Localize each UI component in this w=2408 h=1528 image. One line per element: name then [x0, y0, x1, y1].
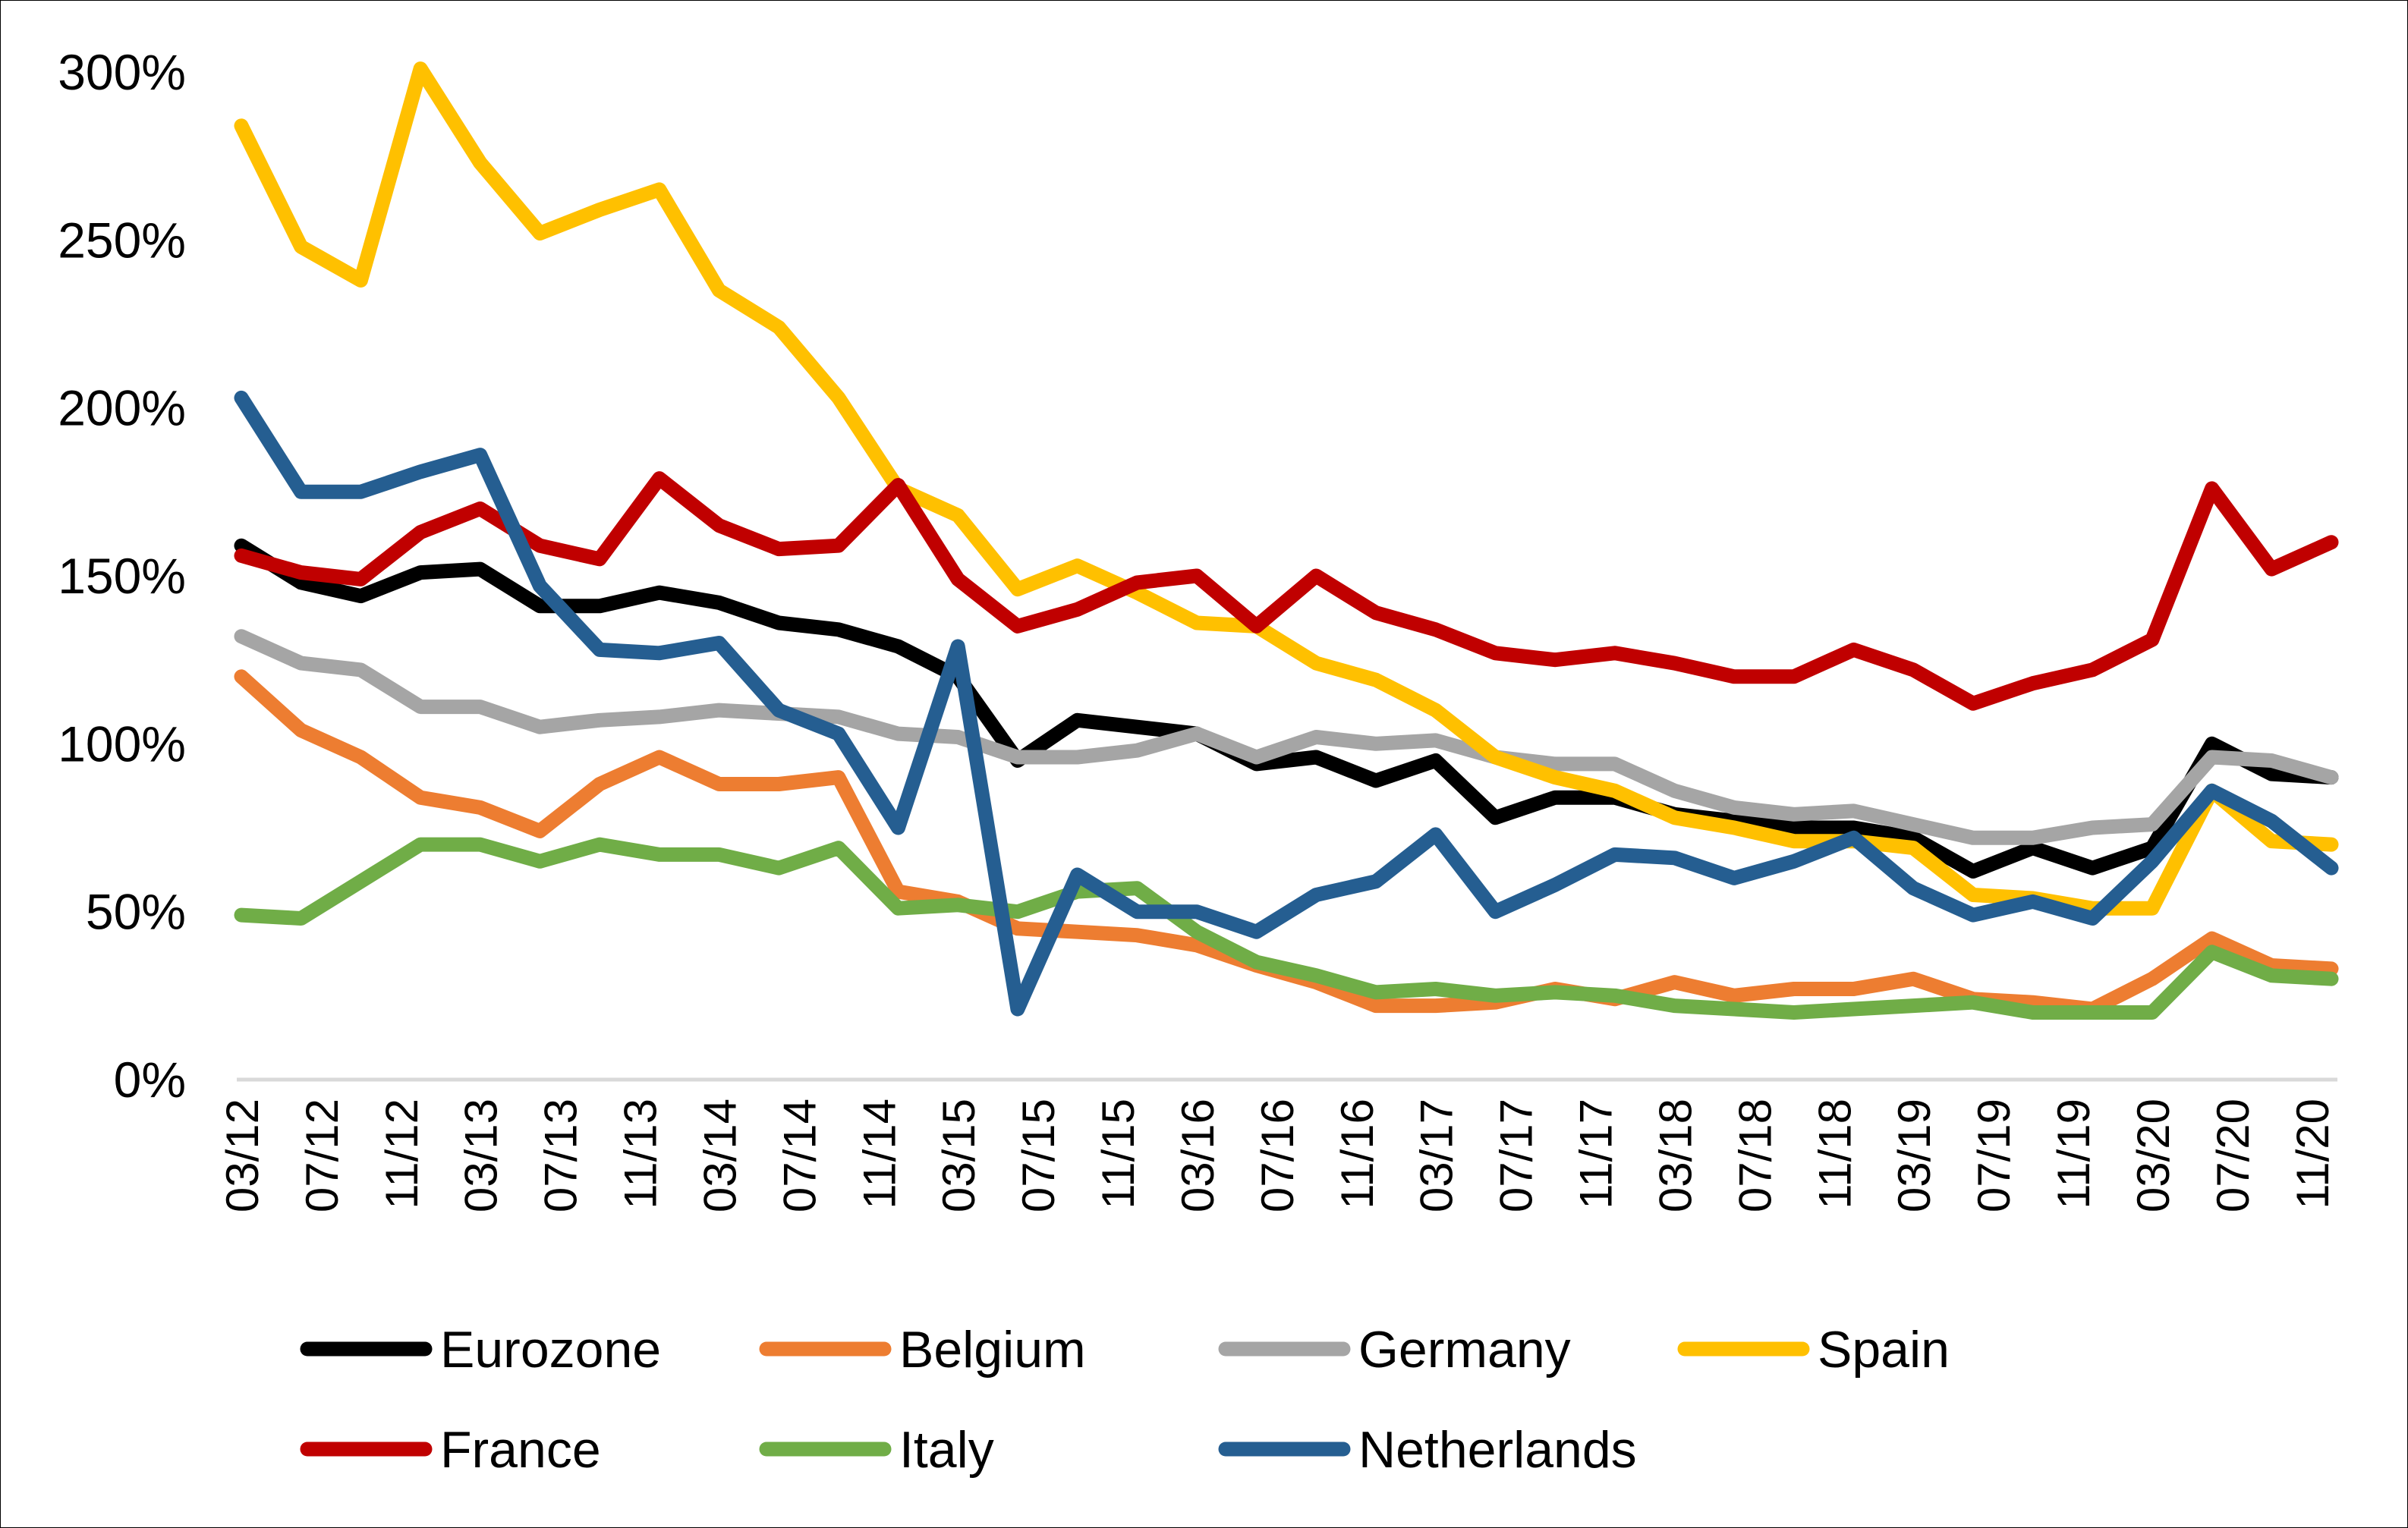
x-tick-label: 07/16	[1252, 1099, 1303, 1212]
y-axis: 0% 50% 100% 150% 200% 250% 300%	[58, 44, 186, 1108]
legend-item-eurozone: Eurozone	[300, 1321, 661, 1379]
series-layer	[234, 61, 2339, 1020]
x-tick-label: 07/19	[1969, 1099, 2019, 1212]
y-tick-label: 300%	[58, 44, 186, 100]
x-tick-label: 03/13	[456, 1099, 507, 1212]
x-tick-label: 07/12	[297, 1099, 348, 1212]
x-tick-label: 07/13	[536, 1099, 587, 1212]
legend-item-italy: Italy	[759, 1421, 994, 1479]
x-tick-label: 11/12	[376, 1099, 427, 1209]
x-tick-label: 11/17	[1571, 1099, 1622, 1209]
x-tick-label: 11/14	[854, 1099, 905, 1209]
series-line-spain	[234, 61, 2339, 916]
legend-label: Germany	[1358, 1321, 1571, 1379]
series-line-eurozone	[234, 538, 2339, 879]
x-tick-label: 03/14	[694, 1099, 745, 1212]
legend-label: Belgium	[899, 1321, 1086, 1379]
legend-label: Eurozone	[440, 1321, 661, 1379]
legend-item-belgium: Belgium	[759, 1321, 1086, 1379]
y-tick-label: 50%	[86, 884, 186, 940]
x-tick-label: 11/20	[2287, 1099, 2338, 1209]
series-line-germany	[234, 629, 2339, 845]
x-tick-label: 07/20	[2208, 1099, 2258, 1212]
legend-label: Spain	[1818, 1321, 1950, 1379]
x-tick-label: 03/17	[1412, 1099, 1462, 1212]
series-line-italy	[234, 837, 2339, 1020]
y-tick-label: 200%	[58, 380, 186, 436]
x-tick-label: 11/16	[1332, 1099, 1383, 1209]
x-tick-label: 03/19	[1889, 1099, 1940, 1212]
legend-label: Italy	[899, 1421, 994, 1479]
y-tick-label: 100%	[58, 715, 186, 772]
legend-label: France	[440, 1421, 601, 1479]
legend-item-spain: Spain	[1677, 1321, 1950, 1379]
x-tick-label: 07/18	[1730, 1099, 1780, 1212]
legend-item-netherlands: Netherlands	[1218, 1421, 1637, 1479]
x-tick-label: 03/16	[1173, 1099, 1223, 1212]
x-tick-label: 11/18	[1809, 1099, 1860, 1209]
series-line-france	[234, 471, 2339, 711]
x-tick-label: 07/17	[1491, 1099, 1542, 1212]
legend-item-germany: Germany	[1218, 1321, 1571, 1379]
x-tick-label: 11/15	[1093, 1099, 1144, 1209]
y-tick-label: 0%	[114, 1052, 186, 1108]
x-axis: 03/12 07/12 11/12 03/13 07/13 11/13 03/14 07/14…	[217, 1099, 2338, 1212]
legend-item-france: France	[300, 1421, 601, 1479]
x-tick-label: 03/12	[217, 1099, 268, 1212]
x-tick-label: 11/13	[615, 1099, 666, 1209]
legend-label: Netherlands	[1358, 1421, 1637, 1479]
x-tick-label: 11/19	[2048, 1099, 2099, 1209]
x-tick-label: 03/18	[1650, 1099, 1701, 1212]
legend: Eurozone Belgium Germany Spain France Italy Ne…	[300, 1321, 1950, 1479]
x-tick-label: 07/15	[1013, 1099, 1064, 1212]
x-tick-label: 07/14	[774, 1099, 825, 1212]
series-line-netherlands	[234, 390, 2339, 1017]
x-tick-label: 03/15	[933, 1099, 984, 1212]
y-tick-label: 250%	[58, 212, 186, 268]
y-tick-label: 150%	[58, 548, 186, 604]
x-tick-label: 03/20	[2128, 1099, 2179, 1212]
